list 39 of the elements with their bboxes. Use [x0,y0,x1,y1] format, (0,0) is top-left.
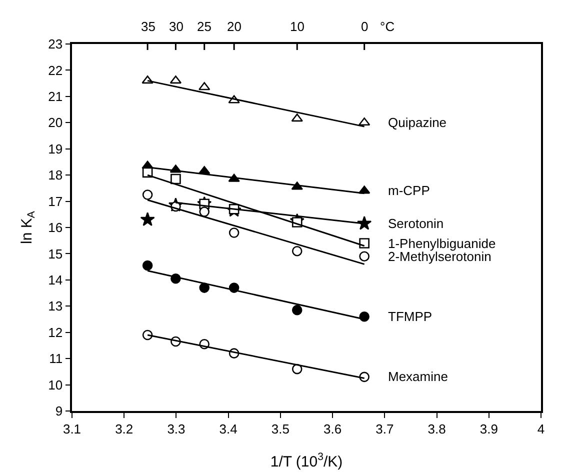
series-label: TFMPP [388,309,432,324]
x-tick-label: 3.8 [428,421,446,436]
y-tick-label: 22 [48,62,63,78]
x-tick-label: 3.4 [219,421,238,436]
y-tick-label: 19 [48,141,63,156]
x-tick-label: 3.5 [271,421,290,436]
text: 30 [169,19,184,34]
x-tick-label: 3.7 [376,421,394,436]
y-tick-label: 15 [48,246,63,262]
text: 0 [361,19,368,34]
x-tick-label: 4 [537,421,545,436]
y-tick-label: 16 [48,220,63,236]
y-tick-label: 17 [48,194,63,209]
x-tick-label: 3.9 [480,421,498,436]
series-label: Quipazine [388,115,447,130]
y-tick-label: 9 [55,404,63,419]
text: 20 [227,19,242,34]
y-tick-label: 18 [48,168,63,183]
y-tick-label: 20 [48,115,63,130]
x-axis-title: 1/T (10$^{3}$/K) [270,451,343,470]
series-label: Serotonin [388,216,444,231]
y-tick-label: 12 [48,324,63,340]
y-tick-label: 21 [48,88,63,104]
series-label: 1-Phenylbiguanide [388,236,496,251]
text: °C [380,19,395,34]
x-tick-label: 3.3 [167,421,186,436]
y-tick-label: 11 [49,351,63,366]
y-tick-label: 10 [48,377,63,392]
y-tick-label: 23 [48,36,63,52]
text: 35 [141,19,156,34]
text: 10 [290,19,304,34]
series-label: m-CPP [388,183,430,198]
x-tick-label: 3.6 [324,421,342,436]
y-tick-label: 13 [48,298,63,314]
x-tick-label: 3.2 [115,421,134,436]
text: 25 [197,19,212,34]
series-label: Mexamine [388,369,448,384]
x-tick-label: 3.1 [62,421,82,436]
y-tick-label: 14 [48,272,63,288]
